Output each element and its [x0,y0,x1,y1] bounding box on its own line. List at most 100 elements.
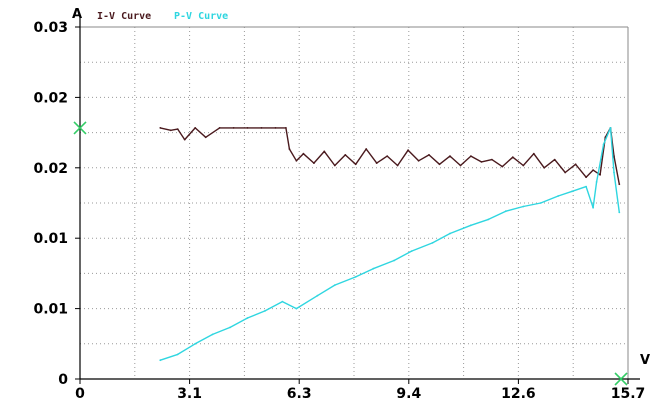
data-point [438,163,441,166]
data-point [354,276,357,278]
data-point [417,159,420,162]
data-point [229,326,232,329]
x-tick-label: 9.4 [396,386,421,402]
data-point [204,136,207,139]
data-point [344,154,347,156]
data-point [504,210,507,213]
grid [80,27,628,379]
data-point [564,171,567,174]
data-point [159,359,162,362]
data-point [323,150,326,153]
data-point [386,155,389,158]
data-point [246,127,249,129]
series-iv-line [160,127,620,185]
data-point [407,149,409,152]
data-point [159,127,162,129]
data-point [428,154,430,156]
data-point [431,242,434,244]
data-point [281,300,284,303]
data-point [553,158,556,161]
marker-stroke [614,372,628,386]
data-point [618,183,621,186]
data-point [511,156,514,159]
data-point [410,250,413,253]
data-point [176,353,179,356]
data-point [316,294,319,297]
data-point [194,127,197,129]
y-tick-label: 0.01 [33,231,68,247]
x-tick-label: 3.1 [177,386,202,402]
data-point [595,181,598,183]
marker-x-icon [614,372,628,386]
data-point [288,148,291,150]
data-point [194,342,197,345]
series-layer [159,127,621,362]
data-point [491,158,493,161]
data-point [169,129,172,132]
legend-pv-label: P-V Curve [174,11,228,22]
data-point [354,163,357,166]
data-point [539,202,542,204]
data-point [183,138,186,141]
data-point [599,173,601,176]
data-point [295,159,298,162]
data-point [522,205,525,208]
data-point [592,169,594,172]
data-point [532,152,535,155]
data-point [618,211,621,214]
data-point [396,164,399,167]
y-tick-label: 0.02 [33,90,68,106]
data-point [459,164,462,167]
data-point [602,143,605,146]
data-point [302,152,305,155]
y-tick-label: 0.02 [33,161,68,177]
data-point [333,284,336,286]
marker-layer [73,121,628,386]
data-point [176,128,179,131]
data-point [557,195,560,197]
data-point [585,185,587,188]
data-point [449,155,451,158]
data-point [260,127,263,129]
y-tick-label: 0.01 [33,302,68,318]
data-point [571,190,574,193]
y-tick-label: 0.03 [33,20,68,36]
data-point [585,176,587,179]
y-axis-unit: A [72,7,82,22]
data-point [470,155,472,158]
data-point [613,155,615,158]
data-point [592,206,594,209]
data-point [543,166,546,169]
data-point [372,267,375,270]
axes [79,15,640,380]
data-point [274,127,277,129]
x-tick-label: 0 [75,386,85,402]
data-point [501,165,504,168]
tick-labels: 0 3.1 6.3 9.4 12.6 15.7 0 0.01 0.01 0.02 0.02 0.03 [33,20,645,402]
x-tick-label: 12.6 [501,386,536,402]
data-point [609,127,612,129]
data-point [295,307,298,310]
legend: I-V Curve P-V Curve [97,11,228,22]
data-point [218,127,221,129]
data-point [449,232,451,235]
data-point [285,127,287,129]
marker-x-icon [73,121,87,135]
data-point [246,317,249,319]
data-point [333,164,336,167]
x-axis-unit: V [640,353,650,368]
marker-stroke [73,121,87,135]
data-point [522,164,525,167]
data-point [393,259,395,262]
data-point [487,218,490,221]
data-point [613,171,615,174]
data-point [211,333,214,336]
data-point [480,161,483,163]
data-point [232,127,235,129]
x-tick-label: 6.3 [287,386,312,402]
data-point [264,310,266,312]
data-point [375,162,378,165]
data-point [365,148,368,150]
